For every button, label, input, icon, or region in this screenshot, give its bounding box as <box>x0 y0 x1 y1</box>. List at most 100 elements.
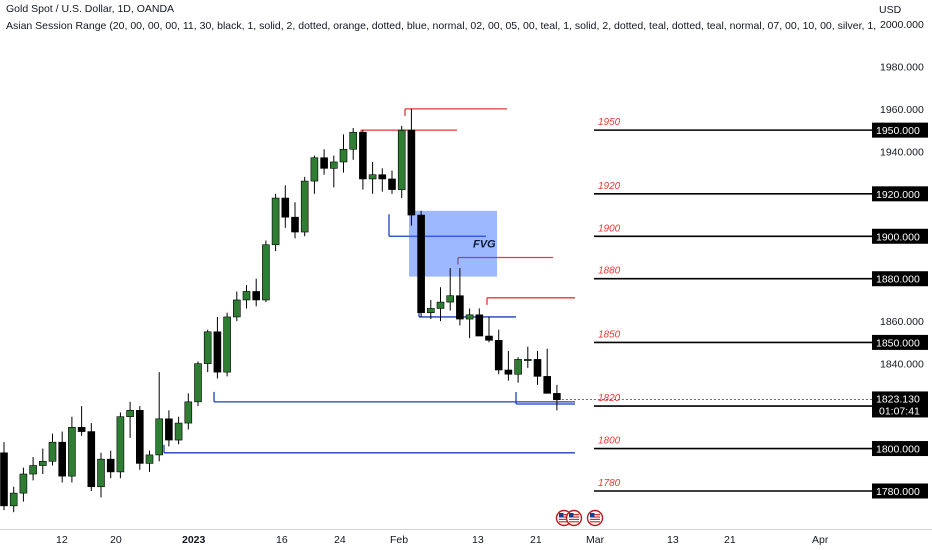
x-tick-label: 13 <box>472 534 484 546</box>
x-tick-label: 21 <box>724 534 736 546</box>
flag-stripe <box>590 514 600 516</box>
candle-body-down <box>320 157 328 169</box>
candle-body-up <box>300 180 309 233</box>
candle-body-up <box>126 410 134 418</box>
x-tick-label: Mar <box>586 534 605 546</box>
candle-body-down <box>136 410 144 464</box>
flag-ring <box>565 509 583 527</box>
price-level-pill <box>872 228 928 244</box>
candle-body-down <box>281 197 290 218</box>
flag-ring <box>586 509 604 527</box>
candle-body-down <box>213 331 222 373</box>
y-tick-label: 1960.000 <box>880 104 924 116</box>
candle-body-down <box>543 376 552 394</box>
flag-stripe <box>590 521 600 523</box>
price-level-pill-label: 1800.000 <box>876 444 920 456</box>
candle-body-down <box>359 131 367 180</box>
candle-body-down <box>475 314 484 337</box>
candle-body-up <box>368 174 377 180</box>
x-tick-label: 13 <box>667 534 679 546</box>
price-level-pill-label: 1780.000 <box>876 486 920 498</box>
candle-body-up <box>349 131 358 150</box>
candle-body-up <box>9 492 18 507</box>
price-level-label: 1920 <box>598 181 621 192</box>
candle-body-down <box>77 427 86 432</box>
price-level-pill <box>872 186 928 202</box>
x-tick-label: 16 <box>276 534 288 546</box>
candle-body-up <box>48 441 57 462</box>
price-level-pill <box>872 122 928 138</box>
us-flag-icon[interactable] <box>565 509 583 527</box>
price-level-label: 1820 <box>598 393 621 404</box>
candle-body-up <box>446 295 455 303</box>
price-level-label: 1950 <box>598 117 621 128</box>
y-tick-label: 1860.000 <box>880 316 924 328</box>
candle-body-up <box>97 458 105 488</box>
x-tick-label: 21 <box>530 534 542 546</box>
price-level-label: 1780 <box>598 478 621 489</box>
candle-body-down <box>378 174 387 180</box>
candle-body-up <box>19 473 28 494</box>
flag-stripe <box>569 514 579 516</box>
us-flag-icon[interactable] <box>586 509 604 527</box>
y-tick-label: 2000.000 <box>880 19 924 31</box>
candle-body-up <box>155 418 163 456</box>
candle-body-down <box>485 335 493 341</box>
candle-body-up <box>116 416 125 473</box>
candle-body-down <box>87 431 96 488</box>
last-price-pill <box>872 391 928 418</box>
price-level-label: 1800 <box>598 436 621 447</box>
price-level-pill-label: 1920.000 <box>876 189 920 201</box>
candle-body-up <box>523 359 532 361</box>
candle-body-up <box>329 161 338 169</box>
x-tick-label: 20 <box>110 534 122 546</box>
flag-stripe <box>559 521 569 523</box>
candle-body-down <box>407 129 416 216</box>
x-tick-label: 24 <box>334 534 346 546</box>
y-tick-label: 1840.000 <box>880 359 924 371</box>
y-tick-label: 1940.000 <box>880 146 924 158</box>
flag-stripe <box>559 516 569 518</box>
flag-stripe <box>569 518 579 520</box>
flag-stripe <box>590 516 600 518</box>
candle-body-up <box>184 401 193 424</box>
candle-body-down <box>106 458 115 473</box>
flag-stripe <box>590 518 600 520</box>
candle-body-up <box>145 454 154 464</box>
x-tick-label: 12 <box>56 534 68 546</box>
flag-stripe <box>569 521 579 523</box>
flag-canton <box>569 513 574 517</box>
price-level-pill <box>872 334 928 350</box>
price-level-pill-label: 1850.000 <box>876 337 920 349</box>
candle-body-up <box>194 363 202 403</box>
candle-body-up <box>203 331 212 364</box>
candle-body-down <box>0 452 8 507</box>
candle-body-up <box>465 314 474 320</box>
price-level-pill <box>872 271 928 287</box>
last-price-label: 1823.130 <box>876 393 920 405</box>
y-tick-label: 1980.000 <box>880 61 924 73</box>
candle-body-down <box>494 339 503 371</box>
flag-stripe <box>569 516 579 518</box>
candle-body-up <box>426 308 435 313</box>
candle-body-up <box>397 129 406 190</box>
currency-label: USD <box>879 4 902 16</box>
countdown-label: 01:07:41 <box>879 405 920 417</box>
x-tick-label: Apr <box>812 534 829 546</box>
price-level-pill <box>872 441 928 457</box>
flag-stripe <box>559 518 569 520</box>
candle-body-down <box>388 178 396 190</box>
candle-body-up <box>271 197 280 246</box>
indicator-legend[interactable]: Asian Session Range (20, 00, 00, 00, 11,… <box>6 20 876 32</box>
candle-body-down <box>417 214 425 313</box>
x-tick-label: 2023 <box>182 534 206 546</box>
chart-title: Gold Spot / U.S. Dollar, 1D, OANDA <box>6 3 175 15</box>
candle-body-down <box>553 393 561 401</box>
flag-stripe <box>559 514 569 516</box>
candle-body-up <box>310 157 319 182</box>
candle-body-up <box>174 422 183 441</box>
price-level-pill <box>872 483 928 499</box>
candle-body-down <box>456 295 464 320</box>
fvg-label: FVG <box>473 239 496 251</box>
